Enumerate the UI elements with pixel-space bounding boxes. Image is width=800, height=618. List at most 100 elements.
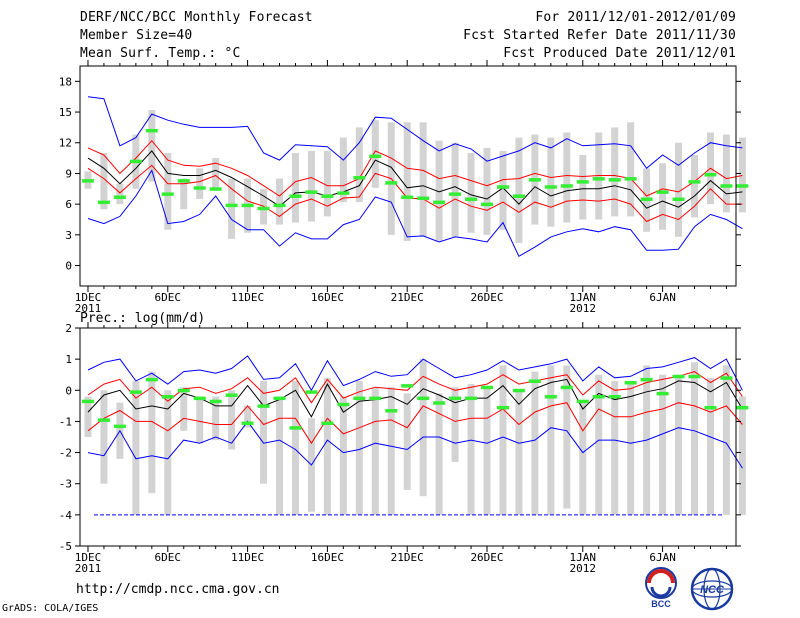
y-tick-label: -3 <box>59 478 72 491</box>
obs-marker <box>321 421 334 425</box>
obs-marker <box>465 197 478 202</box>
y-tick-label: 0 <box>65 384 72 397</box>
spread-box <box>228 178 236 239</box>
obs-marker <box>209 399 222 404</box>
bcc-logo-text: BCC <box>651 599 671 609</box>
fcst-started-date: Fcst Started Refer Date 2011/11/30 <box>463 28 736 43</box>
obs-marker <box>113 424 126 429</box>
x-tick-label: 16DEC <box>311 291 344 304</box>
spread-box <box>499 365 507 515</box>
obs-marker <box>401 195 414 199</box>
obs-marker <box>704 405 717 410</box>
obs-marker <box>656 190 669 194</box>
spread-box <box>722 134 730 213</box>
spread-box <box>738 137 746 213</box>
spread-box <box>196 396 204 444</box>
x-tick-label: 11DEC <box>231 551 264 564</box>
spread-box <box>180 178 188 210</box>
spread-box <box>579 402 587 515</box>
series-p_upper-line <box>87 371 743 404</box>
obs-marker <box>720 376 733 380</box>
y-tick-label: -1 <box>59 415 72 428</box>
spread-box <box>355 127 363 203</box>
obs-marker <box>560 184 573 188</box>
obs-marker <box>369 396 382 401</box>
obs-marker <box>417 196 430 200</box>
obs-marker <box>161 192 174 196</box>
x-tick-label: 6JAN <box>649 551 676 564</box>
spread-box <box>675 374 683 515</box>
x-tick-year-label: 2012 <box>570 562 597 575</box>
obs-marker <box>624 177 637 181</box>
obs-marker <box>177 179 190 183</box>
obs-marker <box>225 203 238 208</box>
spread-box <box>659 163 667 230</box>
obs-marker <box>481 385 494 390</box>
spread-box <box>196 168 204 200</box>
fcst-produced-date: Fcst Produced Date 2011/12/01 <box>503 46 736 61</box>
obs-marker <box>528 379 541 383</box>
obs-marker <box>528 178 541 182</box>
spread-box <box>323 150 331 217</box>
spread-box <box>611 380 619 515</box>
x-tick-label: 6JAN <box>649 291 676 304</box>
spread-box <box>691 155 699 218</box>
obs-marker <box>113 195 126 199</box>
obs-marker <box>353 176 366 180</box>
spread-box <box>627 122 635 217</box>
y-tick-label: 0 <box>65 260 72 273</box>
obs-marker <box>672 374 685 379</box>
spread-box <box>148 371 156 494</box>
y-tick-label: -5 <box>59 540 72 553</box>
obs-marker <box>257 404 270 408</box>
obs-marker <box>433 401 446 405</box>
obs-marker <box>225 393 238 397</box>
spread-box <box>339 396 347 515</box>
spread-box <box>547 365 555 515</box>
spread-box <box>212 396 220 441</box>
obs-marker <box>81 179 94 183</box>
obs-marker <box>624 381 637 385</box>
spread-box <box>531 371 539 515</box>
obs-marker <box>305 390 318 394</box>
obs-marker <box>433 200 446 205</box>
spread-box <box>291 380 299 515</box>
spread-box <box>675 142 683 237</box>
obs-marker <box>401 384 414 388</box>
forecast-period: For 2011/12/01-2012/01/09 <box>535 10 736 25</box>
spread-box <box>611 127 619 217</box>
obs-marker <box>385 181 398 185</box>
obs-marker <box>417 396 430 401</box>
bcc-logo-icon: BCC <box>645 567 677 609</box>
spread-box <box>419 359 427 497</box>
spread-box <box>148 110 156 182</box>
obs-marker <box>337 402 350 407</box>
spread-box <box>276 396 284 515</box>
obs-marker <box>129 159 142 164</box>
x-tick-label: 16DEC <box>311 551 344 564</box>
x-tick-label: 21DEC <box>391 551 424 564</box>
spread-box <box>212 158 220 189</box>
obs-marker <box>321 194 334 198</box>
spread-box <box>164 152 172 230</box>
obs-marker <box>512 388 525 393</box>
ncc-logo-icon: NCC <box>690 567 734 611</box>
obs-marker <box>97 200 110 205</box>
obs-marker <box>640 197 653 202</box>
obs-marker <box>353 396 366 401</box>
spread-box <box>515 137 523 244</box>
obs-marker <box>544 185 557 189</box>
spread-box <box>563 132 571 223</box>
obs-marker <box>177 388 190 393</box>
spread-box <box>451 142 459 237</box>
obs-marker <box>273 203 286 208</box>
source-url[interactable]: http://cmdp.ncc.cma.gov.cn <box>76 582 280 597</box>
spread-box <box>371 120 379 188</box>
obs-marker <box>720 184 733 188</box>
spread-box <box>515 390 523 515</box>
spread-box <box>260 380 268 484</box>
spread-box <box>371 387 379 515</box>
obs-marker <box>161 395 174 399</box>
obs-marker <box>209 187 222 191</box>
